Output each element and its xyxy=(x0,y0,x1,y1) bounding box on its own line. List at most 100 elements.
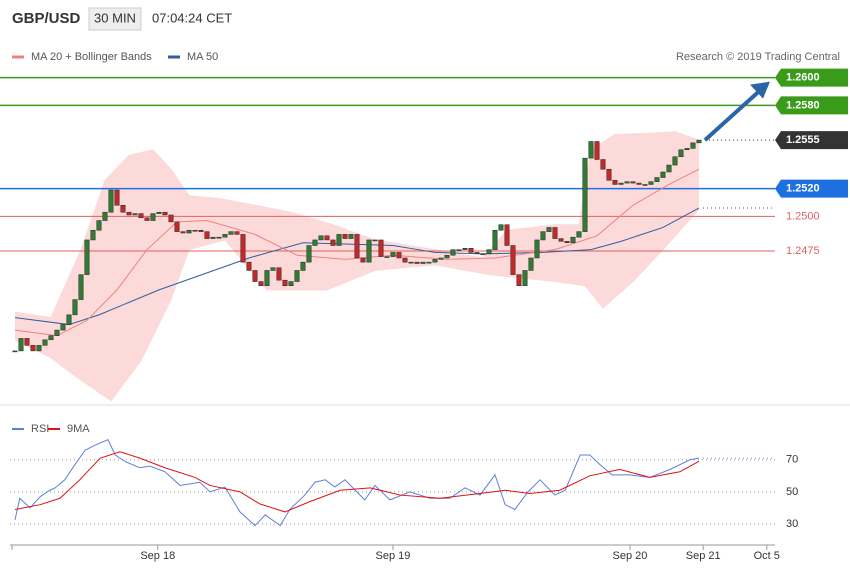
candle xyxy=(216,236,222,239)
rsi-legend-label: 9MA xyxy=(67,423,90,435)
interval: 30 MIN xyxy=(94,10,136,25)
candle xyxy=(258,281,264,286)
candle xyxy=(246,261,252,271)
x-tick-label: Sep 19 xyxy=(376,550,411,562)
candle xyxy=(510,245,516,275)
candle xyxy=(390,252,396,257)
candle xyxy=(624,181,630,184)
candle xyxy=(30,345,36,352)
candle xyxy=(522,270,528,286)
candle xyxy=(180,231,186,234)
candle xyxy=(594,141,600,160)
candle xyxy=(576,231,582,238)
candle xyxy=(48,335,54,341)
candle xyxy=(498,224,504,231)
candle xyxy=(558,238,564,242)
candle xyxy=(12,350,18,353)
forecast-arrow xyxy=(703,87,764,142)
candle xyxy=(474,252,480,255)
candle xyxy=(306,245,312,263)
candle xyxy=(342,234,348,239)
level-label: 1.2555 xyxy=(786,134,820,146)
candle xyxy=(120,205,126,213)
candle xyxy=(528,257,534,271)
level-box xyxy=(775,131,848,150)
candle xyxy=(408,261,414,264)
rsi-line xyxy=(14,439,700,527)
candle xyxy=(426,261,432,264)
x-tick-label: Oct 5 xyxy=(754,550,780,562)
candle xyxy=(270,267,276,271)
candle xyxy=(150,213,156,221)
candle xyxy=(114,189,120,206)
candle xyxy=(54,329,60,336)
candle xyxy=(564,241,570,243)
candle xyxy=(546,227,552,232)
candle xyxy=(534,239,540,259)
time: 07:04:24 CET xyxy=(152,10,232,25)
candle xyxy=(570,236,576,243)
level-label: 1.2520 xyxy=(786,183,820,195)
candle xyxy=(540,231,546,241)
candle xyxy=(504,224,510,246)
candle xyxy=(156,211,162,214)
candle xyxy=(456,249,462,251)
candle xyxy=(654,177,660,182)
level-label: 1.2600 xyxy=(786,72,820,84)
candle xyxy=(618,182,624,185)
level-box xyxy=(775,68,848,87)
level-label: 1.2580 xyxy=(786,99,820,111)
x-tick-label: Sep 18 xyxy=(140,550,175,562)
candle xyxy=(444,254,450,259)
candle xyxy=(138,213,144,219)
candle xyxy=(108,189,114,213)
candle xyxy=(282,279,288,286)
candle xyxy=(636,182,642,185)
interval-box xyxy=(88,7,142,31)
candle xyxy=(384,256,390,258)
candle xyxy=(66,314,72,325)
candle xyxy=(210,236,216,239)
candle xyxy=(396,252,402,259)
x-tick-label: Sep 21 xyxy=(686,550,721,562)
candle xyxy=(450,249,456,256)
candle xyxy=(234,231,240,235)
ma-line xyxy=(14,207,700,326)
candle xyxy=(402,257,408,263)
candle xyxy=(660,171,666,178)
candle xyxy=(420,261,426,264)
candle xyxy=(648,181,654,185)
candle xyxy=(222,234,228,238)
candle xyxy=(432,259,438,263)
ma-line xyxy=(14,168,700,337)
candle xyxy=(354,234,360,259)
candle xyxy=(78,274,84,300)
candle xyxy=(24,338,30,346)
symbol: GBP/USD xyxy=(12,10,81,27)
candle xyxy=(468,248,474,253)
candle xyxy=(18,338,24,352)
candle xyxy=(360,257,366,263)
candle xyxy=(186,229,192,234)
level-box xyxy=(775,179,848,198)
candle xyxy=(438,257,444,260)
copyright: Research © 2019 Trading Central xyxy=(676,51,840,63)
candle xyxy=(480,253,486,256)
candle xyxy=(366,239,372,263)
candle xyxy=(336,234,342,246)
candle xyxy=(126,211,132,216)
legend-label: MA 50 xyxy=(187,51,218,63)
candle xyxy=(378,239,384,257)
candle xyxy=(162,211,168,216)
candle xyxy=(630,181,636,184)
candle xyxy=(228,231,234,235)
candle xyxy=(582,157,588,232)
candle xyxy=(132,213,138,216)
candle xyxy=(84,239,90,275)
level-label: 1.2500 xyxy=(786,210,820,222)
candle xyxy=(516,274,522,286)
candle xyxy=(264,270,270,286)
candle xyxy=(60,324,66,331)
candle xyxy=(42,339,48,346)
legend-label: MA 20 + Bollinger Bands xyxy=(31,51,152,63)
